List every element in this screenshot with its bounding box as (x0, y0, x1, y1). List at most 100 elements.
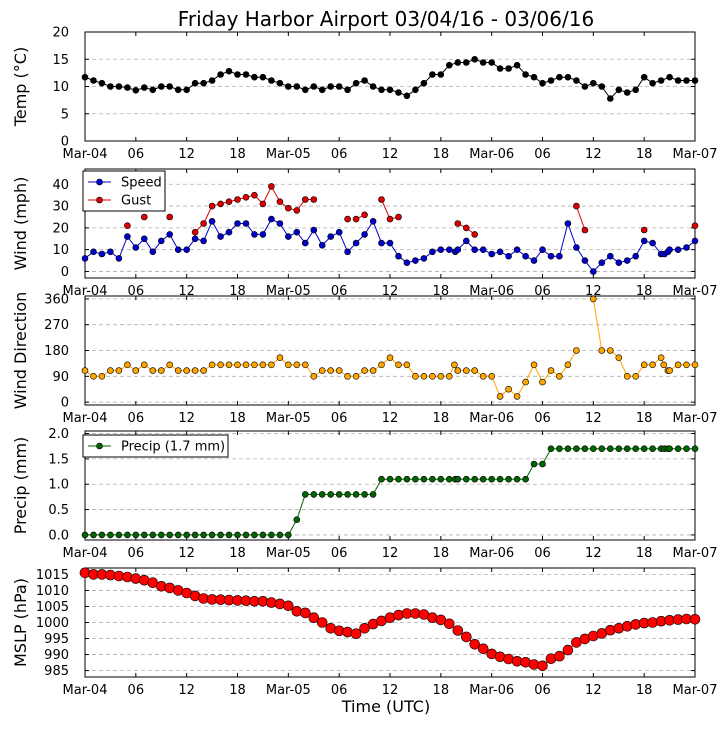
data-point (429, 372, 436, 380)
data-point (200, 237, 207, 245)
data-point (318, 86, 326, 94)
data-point (225, 67, 233, 75)
legend-marker (96, 442, 103, 450)
x-tick-label: 06 (331, 284, 348, 299)
data-point (284, 531, 292, 539)
x-tick-label: 12 (178, 546, 195, 561)
data-point (149, 248, 157, 256)
data-point (251, 231, 258, 238)
series-precip-1-7-mm- (81, 445, 699, 539)
data-point (649, 445, 656, 453)
data-point (623, 372, 631, 380)
x-tick-label: 12 (382, 546, 399, 561)
data-point (301, 196, 309, 203)
data-point (496, 475, 504, 483)
data-point (623, 257, 631, 264)
data-point (420, 475, 428, 483)
data-point (420, 79, 428, 87)
y-axis-label: MSLP (hPa) (11, 578, 30, 667)
data-point (479, 246, 487, 253)
data-point (539, 246, 546, 253)
data-point (242, 220, 250, 227)
x-tick-label: Mar-07 (673, 546, 718, 561)
data-point (649, 361, 656, 369)
data-point (378, 475, 385, 483)
data-point (412, 475, 419, 483)
data-point (284, 204, 292, 212)
data-point (496, 393, 504, 400)
data-point (395, 252, 402, 260)
data-point (327, 367, 335, 374)
data-point (429, 475, 436, 483)
data-point (234, 361, 241, 369)
data-point (471, 231, 479, 238)
data-point (445, 246, 453, 253)
data-point (81, 531, 89, 539)
data-point (547, 252, 555, 260)
data-point (454, 220, 462, 227)
data-point (115, 83, 123, 90)
data-point (141, 235, 148, 243)
data-point (564, 361, 572, 369)
data-point (691, 445, 699, 453)
data-point (352, 372, 360, 380)
x-tick-label: Mar-06 (469, 683, 514, 698)
data-point (689, 613, 701, 625)
data-point (276, 79, 284, 87)
data-point (378, 196, 385, 203)
data-point (606, 347, 614, 354)
y-tick-label: 20 (52, 26, 69, 41)
data-point (359, 622, 370, 634)
data-point (462, 59, 470, 66)
x-tick-label: Mar-06 (469, 411, 514, 426)
data-point (268, 77, 275, 84)
data-point (477, 643, 489, 655)
data-point (217, 361, 224, 369)
data-point (174, 531, 182, 539)
y-tick-label: 1000 (36, 616, 69, 631)
data-point (386, 239, 394, 247)
data-point (615, 86, 623, 94)
data-point (369, 218, 377, 225)
data-point (437, 246, 445, 253)
data-point (598, 83, 606, 90)
data-point (505, 475, 512, 483)
x-tick-label: Mar-06 (469, 284, 514, 299)
x-tick-label: 06 (331, 546, 348, 561)
data-point (471, 55, 479, 63)
data-point (632, 372, 640, 380)
data-point (462, 224, 470, 232)
data-point (242, 194, 250, 201)
x-tick-label: 06 (534, 546, 551, 561)
data-point (293, 207, 301, 214)
y-tick-label: 30 (52, 200, 69, 215)
data-point (429, 71, 436, 78)
legend-marker (96, 178, 103, 186)
legend-marker (96, 196, 103, 204)
y-tick-label: 15 (52, 53, 69, 68)
data-point (488, 250, 496, 258)
panel-1: 0 5 10 15 20 Mar-04 06 12 18 Mar-05 06 12 18 Mar-06 06… (11, 26, 717, 163)
data-point (649, 239, 656, 247)
data-point (183, 367, 190, 374)
data-point (200, 79, 207, 87)
x-tick-label: 06 (128, 284, 145, 299)
x-tick-label: 18 (229, 683, 246, 698)
data-point (386, 475, 394, 483)
data-point (335, 491, 343, 498)
data-point (589, 445, 597, 453)
data-point (412, 372, 419, 380)
data-point (386, 215, 394, 223)
data-point (437, 71, 445, 78)
data-point (310, 196, 318, 203)
data-point (166, 213, 173, 221)
data-point (335, 367, 343, 374)
data-point (90, 248, 97, 256)
data-point (225, 228, 233, 236)
data-point (539, 460, 546, 468)
data-point (132, 367, 140, 374)
y-axis-label: Precip (mm) (11, 437, 30, 535)
data-point (666, 73, 673, 81)
x-tick-label: Mar-06 (469, 546, 514, 561)
